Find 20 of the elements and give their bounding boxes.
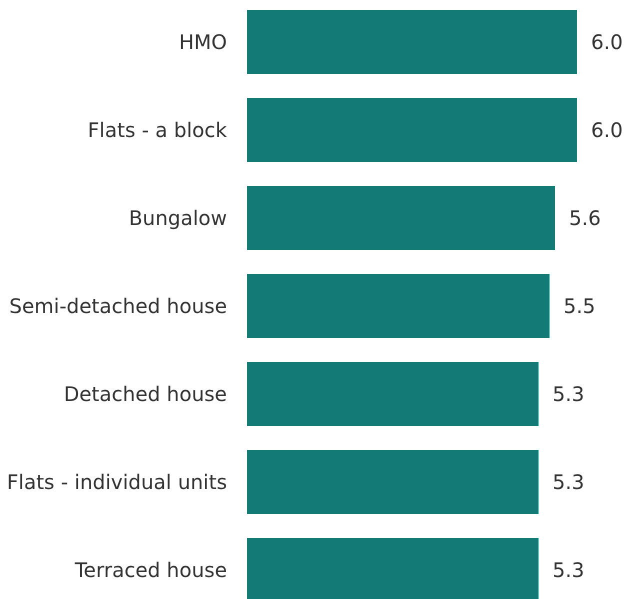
y-tick-label: Flats - individual units	[6, 470, 227, 494]
y-tick-label: Detached house	[64, 382, 227, 406]
y-tick-label: Bungalow	[128, 206, 227, 230]
data-label: 5.5	[564, 294, 596, 318]
bar	[247, 98, 577, 162]
bar	[247, 186, 555, 250]
y-tick-label: HMO	[178, 30, 227, 54]
data-label: 6.0	[591, 30, 623, 54]
y-tick-label: Terraced house	[74, 558, 227, 582]
data-label: 6.0	[591, 118, 623, 142]
data-label: 5.6	[569, 206, 601, 230]
data-label: 5.3	[552, 470, 584, 494]
bar	[247, 450, 538, 514]
bar	[247, 10, 577, 74]
data-label: 5.3	[552, 558, 584, 582]
bar	[247, 362, 538, 426]
y-tick-label: Semi-detached house	[9, 294, 227, 318]
bar	[247, 274, 550, 338]
data-label: 5.3	[552, 382, 584, 406]
y-tick-label: Flats - a block	[88, 118, 228, 142]
